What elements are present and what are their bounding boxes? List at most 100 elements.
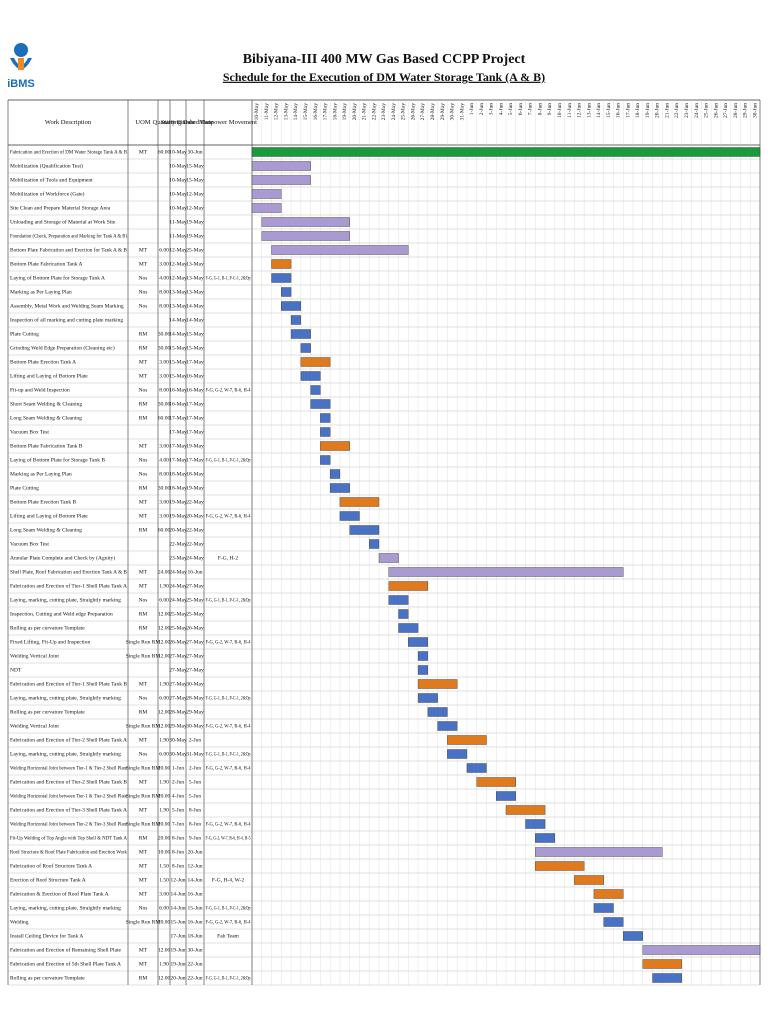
description: Roof Structure & Roof Plate Fabrication …: [10, 848, 127, 855]
date-header: 28-Jun: [733, 103, 739, 118]
schedule-bar: [349, 525, 380, 535]
quantity: 60.00: [158, 415, 171, 421]
description: Vacuum Box Test: [10, 429, 49, 435]
schedule-bar: [300, 357, 331, 367]
manpower: F-G, G-2, W-7, R-6, H-4: [206, 639, 251, 645]
finish-date: 30-Jun: [188, 149, 203, 155]
quantity: 3.00: [159, 261, 169, 267]
start-date: 22-May: [169, 541, 187, 547]
finish-date: 16-May: [186, 373, 204, 379]
finish-date: 13-May: [186, 275, 204, 281]
start-date: 17-May: [169, 443, 187, 449]
schedule-bar: [290, 329, 311, 339]
date-header: 21-May: [362, 103, 368, 121]
date-header: 5-Jun: [508, 103, 514, 115]
description: Lifting and Laying of Bottom Plate: [10, 512, 88, 519]
description: Lifting and Laying of Bottom Plate: [10, 372, 88, 379]
date-header: 17-May: [323, 103, 329, 121]
finish-date: 31-May: [186, 751, 204, 757]
date-header: 14-Jun: [596, 103, 602, 118]
schedule-bar: [329, 483, 350, 493]
uom: Nos: [139, 695, 148, 701]
uom: MT: [139, 737, 148, 743]
uom: MT: [139, 499, 148, 505]
quantity: 1.90: [159, 807, 169, 813]
finish-date: 2-Jun: [189, 737, 201, 743]
finish-date: 22-Jun: [188, 961, 203, 967]
quantity: 24.00: [158, 569, 171, 575]
date-header: 27-May: [420, 103, 426, 121]
quantity: 12.00: [158, 639, 171, 645]
uom: RM: [139, 975, 148, 981]
title: Bibiyana-III 400 MW Gas Based CCPP Proje…: [243, 52, 526, 67]
description: Fabrication and Erection of Tier-2 Shell…: [10, 778, 127, 785]
uom: Nos: [139, 289, 148, 295]
schedule-bar: [535, 833, 556, 843]
finish-date: 18-May: [186, 471, 204, 477]
finish-date: 22-May: [186, 499, 204, 505]
date-header: 12-Jun: [577, 103, 583, 118]
description: Welding Vertical Joint: [10, 653, 59, 659]
quantity: 4.00: [159, 275, 169, 281]
column-header: Manpower Movement: [199, 119, 257, 126]
description: NDT: [10, 667, 22, 673]
description: Fit-up and Weld Inspection: [10, 387, 70, 393]
description: Grinding Weld Edge Preparation (Cleaning…: [10, 344, 115, 351]
schedule-bar: [642, 945, 761, 955]
schedule-bar: [251, 189, 282, 199]
finish-date: 20-May: [186, 513, 204, 519]
schedule-bar: [320, 427, 331, 437]
description: Laying, marking, cutting plate, Straight…: [10, 905, 121, 911]
start-date: 16-May: [169, 401, 187, 407]
finish-date: 27-May: [186, 653, 204, 659]
schedule-bar: [593, 903, 614, 913]
description: Fabrication and Erection of Tier-1 Shell…: [10, 680, 127, 687]
start-date: 10-May: [169, 163, 187, 169]
description: Marking as Per Laying Plan: [10, 289, 72, 295]
schedule-bar: [281, 287, 292, 297]
start-date: 29-May: [169, 723, 187, 729]
date-header: 6-Jun: [518, 103, 524, 115]
start-date: 17-May: [169, 457, 187, 463]
finish-date: 16-Jun: [188, 919, 203, 925]
description: Laying of Bottom Plate for Storage Tank …: [10, 456, 105, 463]
finish-date: 25-May: [186, 597, 204, 603]
uom: RM: [139, 401, 148, 407]
description: Fabrication of Roof Structure Tank A: [10, 862, 92, 869]
manpower: F-G, G-1, B-1, P-C-1, 2&Op: [206, 695, 251, 701]
start-date: 19-Jun: [171, 947, 186, 953]
start-date: 15-Jun: [171, 919, 186, 925]
schedule-bar: [369, 539, 380, 549]
description: Fabrication and Erection of 5th Shell Pl…: [10, 960, 121, 967]
date-header: 9-Jun: [547, 103, 553, 115]
finish-date: 15-May: [186, 331, 204, 337]
schedule-bar: [271, 273, 292, 283]
start-date: 25-May: [169, 625, 187, 631]
description: Bottom Plate Fabrication and Erection fo…: [10, 246, 127, 253]
uom: RM: [139, 835, 148, 841]
schedule-bar: [320, 455, 331, 465]
finish-date: 30-May: [186, 723, 204, 729]
quantity: 30.00: [158, 485, 171, 491]
finish-date: 14-May: [186, 317, 204, 323]
description: Unloading and Storage of Material at Wor…: [10, 218, 116, 225]
start-date: 10-May: [169, 205, 187, 211]
uom: RM: [139, 485, 148, 491]
schedule-bar: [290, 315, 302, 325]
uom: Nos: [139, 275, 148, 281]
date-header: 31-May: [459, 103, 465, 121]
quantity: 1.90: [159, 961, 169, 967]
schedule-bar: [300, 343, 311, 353]
uom: Nos: [139, 751, 148, 757]
schedule-bar: [329, 469, 341, 479]
start-date: 14-May: [169, 331, 187, 337]
uom: RM: [139, 331, 148, 337]
subtitle: Schedule for the Execution of DM Water S…: [223, 70, 545, 84]
manpower: F-G, G-2, W-7, R-6, H-4, H-5: [206, 835, 251, 841]
schedule-bar: [388, 595, 409, 605]
schedule-bar: [398, 623, 419, 633]
schedule-bar: [642, 959, 683, 969]
description: Plate Cutting: [10, 485, 39, 491]
finish-date: 27-May: [186, 639, 204, 645]
description: Fabrication and Erection of Tier-1 Shell…: [10, 582, 127, 589]
